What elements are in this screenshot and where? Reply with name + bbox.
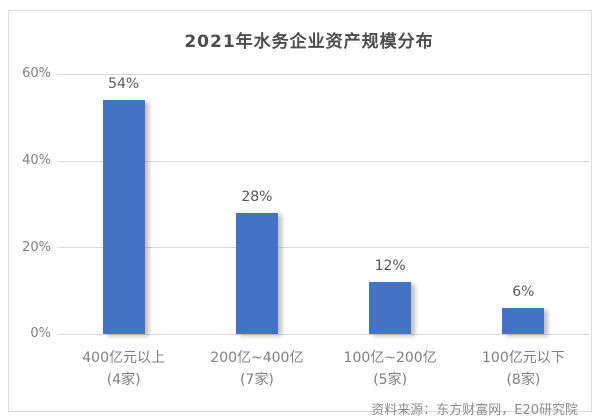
- bar-value-label: 6%: [512, 284, 535, 300]
- x-axis-label-count: (7家): [239, 372, 274, 388]
- source-note: 资料来源：东方财富网，E20研究院: [371, 403, 578, 417]
- x-axis-label-range: 100亿~200亿: [343, 350, 437, 366]
- x-axis-label-range: 400亿元以上: [82, 350, 165, 366]
- x-axis-labels: 400亿元以上 (4家) 200亿~400亿 (7家) 100亿~200亿 (5家) 100…: [57, 347, 590, 391]
- bar: [102, 100, 145, 334]
- y-axis-tick-40: 40%: [22, 153, 51, 168]
- chart-panel: 2021年水务企业资产规模分布 60% 40% 20% 0% 54% 28% 12%…: [8, 10, 592, 417]
- bar-group: 6%: [457, 74, 590, 334]
- y-axis-tick-60: 60%: [22, 66, 51, 81]
- bar: [502, 308, 545, 334]
- chart-title: 2021年水务企业资产规模分布: [184, 32, 434, 52]
- bar: [369, 282, 412, 334]
- x-axis-label-range: 200亿~400亿: [210, 350, 304, 366]
- x-axis-label-range: 100亿元以下: [482, 350, 565, 366]
- x-axis-label-count: (5家): [373, 372, 408, 388]
- y-axis-tick-0: 0%: [30, 326, 51, 341]
- gridline-60pct: [57, 74, 590, 75]
- bar-group: 54%: [57, 74, 190, 334]
- x-axis-label: 200亿~400亿 (7家): [190, 347, 323, 391]
- plot-area: 54% 28% 12% 6%: [57, 74, 590, 335]
- x-axis-label: 400亿元以上 (4家): [57, 347, 190, 391]
- bar-value-label: 54%: [108, 76, 140, 92]
- gridline-40pct: [57, 161, 590, 162]
- bar-group: 28%: [190, 74, 323, 334]
- bar-value-label: 28%: [241, 188, 273, 205]
- bar: [235, 212, 278, 334]
- bar-value-label: 12%: [374, 258, 406, 274]
- bars-container: 54% 28% 12% 6%: [57, 74, 590, 334]
- gridline-20pct: [57, 247, 590, 248]
- y-axis-tick-20: 20%: [22, 240, 51, 255]
- x-axis-label-count: (4家): [106, 372, 141, 388]
- x-axis-label: 100亿~200亿 (5家): [324, 347, 457, 391]
- gridline-0pct-baseline: [57, 334, 590, 335]
- x-axis-label-count: (8家): [506, 372, 541, 388]
- x-axis-label: 100亿元以下 (8家): [457, 347, 590, 391]
- bar-group: 12%: [324, 74, 457, 334]
